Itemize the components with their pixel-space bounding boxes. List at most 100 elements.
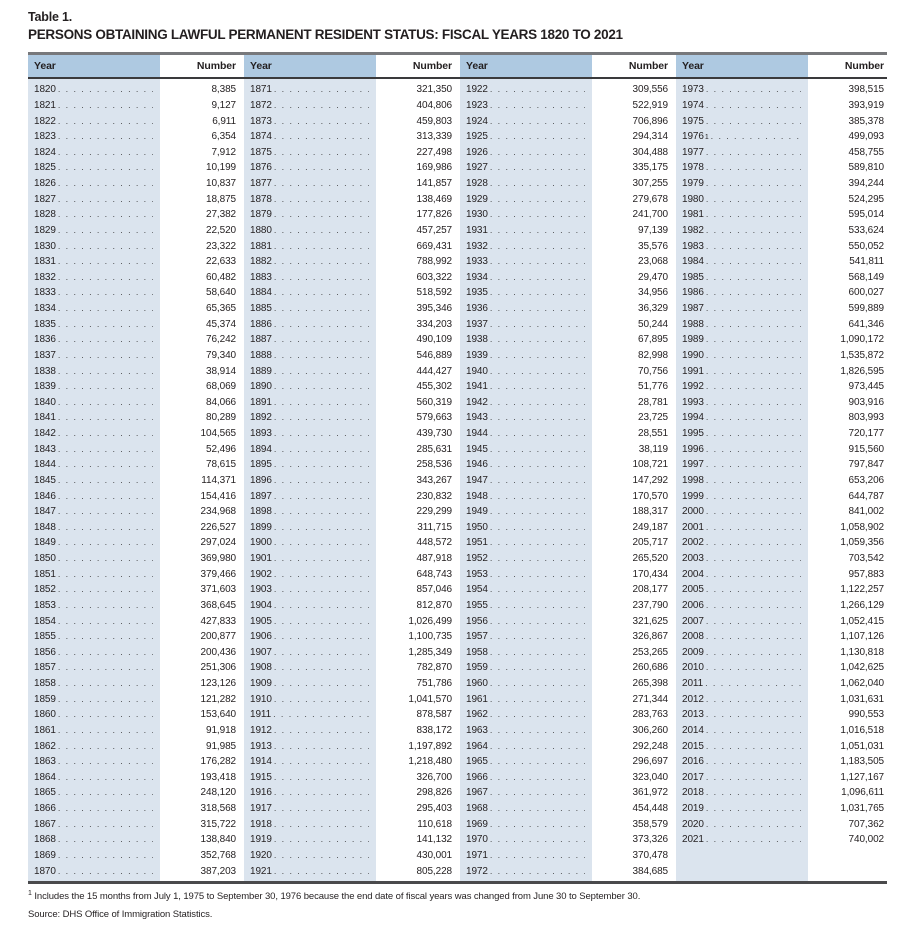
number-cell: 669,431 xyxy=(416,240,453,252)
number-cell: 110,618 xyxy=(417,818,452,830)
table-row: 1973 398,515 xyxy=(676,82,887,98)
number-cell: 315,722 xyxy=(200,818,237,830)
year-cell: 1954 xyxy=(460,584,592,595)
table-row: 1941 51,776 xyxy=(460,379,671,395)
page-title: PERSONS OBTAINING LAWFUL PERMANENT RESID… xyxy=(28,27,623,42)
footnote-text: Includes the 15 months from July 1, 1975… xyxy=(34,891,641,903)
dot-leader xyxy=(706,319,801,329)
dot-leader xyxy=(490,803,585,813)
table-row: 1836 76,242 xyxy=(28,332,239,348)
number-cell: 600,027 xyxy=(848,287,885,299)
number-cell: 200,877 xyxy=(200,631,237,643)
number-cell: 1,266,129 xyxy=(840,599,884,611)
table-row: 1822 6,911 xyxy=(28,113,239,129)
table-row: 1892 579,663 xyxy=(244,410,455,426)
dot-leader xyxy=(706,662,801,672)
table-row: 1918 110,618 xyxy=(244,816,455,832)
dot-leader xyxy=(274,491,369,501)
year-cell: 1848 xyxy=(28,522,160,533)
year-cell: 1969 xyxy=(460,819,592,830)
number-cell: 29,470 xyxy=(638,271,668,283)
number-cell: 200,436 xyxy=(200,646,237,658)
table-row: 1905 1,026,499 xyxy=(244,613,455,629)
year-cell: 1912 xyxy=(244,725,376,736)
number-cell: 188,317 xyxy=(632,506,669,518)
column-group-1922-1972: 1922 309,556 1923 522,919 1924 706,896 1925 294… xyxy=(460,79,671,881)
year-cell: 1905 xyxy=(244,616,376,627)
dot-leader xyxy=(490,116,585,126)
year-cell: 1913 xyxy=(244,741,376,752)
dot-leader xyxy=(706,287,801,297)
year-cell: 1824 xyxy=(28,147,160,158)
table-row: 1825 10,199 xyxy=(28,160,239,176)
dot-leader xyxy=(706,725,801,735)
year-cell: 1998 xyxy=(676,475,808,486)
dot-leader xyxy=(706,444,801,454)
year-cell: 1972 xyxy=(460,866,592,877)
dot-leader xyxy=(58,319,153,329)
data-table: Year Number Year Number Year Number Year… xyxy=(28,52,887,884)
table-row: 1907 1,285,349 xyxy=(244,645,455,661)
year-cell: 1923 xyxy=(460,100,592,111)
number-cell: 384,685 xyxy=(632,865,669,877)
table-row: 1946 108,721 xyxy=(460,457,671,473)
dot-leader xyxy=(58,116,153,126)
dot-leader xyxy=(490,194,585,204)
number-cell: 1,096,611 xyxy=(841,787,884,799)
number-cell: 395,346 xyxy=(416,303,453,315)
table-row: 1906 1,100,735 xyxy=(244,629,455,645)
table-row: 1894 285,631 xyxy=(244,441,455,457)
dot-leader xyxy=(274,850,369,860)
dot-leader xyxy=(274,366,369,376)
year-cell: 1855 xyxy=(28,631,160,642)
dot-leader xyxy=(490,84,585,94)
table-row: 2007 1,052,415 xyxy=(676,613,887,629)
number-cell: 1,041,570 xyxy=(408,693,452,705)
table-row: 1958 253,265 xyxy=(460,645,671,661)
dot-leader xyxy=(58,397,153,407)
dot-leader xyxy=(706,412,801,422)
dot-leader xyxy=(274,100,369,110)
table-row: 1852 371,603 xyxy=(28,582,239,598)
table-row: 1896 343,267 xyxy=(244,473,455,489)
number-cell: 595,014 xyxy=(848,209,885,221)
table-row: 1917 295,403 xyxy=(244,801,455,817)
number-cell: 915,560 xyxy=(848,443,885,455)
number-cell: 9,127 xyxy=(211,99,236,111)
table-row: 1889 444,427 xyxy=(244,363,455,379)
dot-leader xyxy=(274,303,369,313)
number-cell: 138,469 xyxy=(416,193,453,205)
dot-leader xyxy=(490,709,585,719)
number-cell: 990,553 xyxy=(848,709,885,721)
number-cell: 1,090,172 xyxy=(840,334,884,346)
year-cell: 1960 xyxy=(460,678,592,689)
table-row: 1893 439,730 xyxy=(244,426,455,442)
year-cell: 1898 xyxy=(244,506,376,517)
dot-leader xyxy=(274,819,369,829)
table-row: 1934 29,470 xyxy=(460,270,671,286)
year-cell: 1868 xyxy=(28,834,160,845)
dot-leader xyxy=(490,272,585,282)
dot-leader xyxy=(490,131,585,141)
year-cell: 1900 xyxy=(244,537,376,548)
year-cell: 2002 xyxy=(676,537,808,548)
dot-leader xyxy=(58,787,153,797)
number-cell: 326,700 xyxy=(416,771,453,783)
table-row: 1996 915,560 xyxy=(676,441,887,457)
number-cell: 18,875 xyxy=(206,193,236,205)
year-cell: 1943 xyxy=(460,412,592,423)
year-cell: 1916 xyxy=(244,787,376,798)
year-cell: 1963 xyxy=(460,725,592,736)
table-row: 1873 459,803 xyxy=(244,113,455,129)
year-cell: 1952 xyxy=(460,553,592,564)
dot-leader xyxy=(706,475,801,485)
table-row: 1911 878,587 xyxy=(244,707,455,723)
number-cell: 541,811 xyxy=(849,256,884,268)
table-row: 1841 80,289 xyxy=(28,410,239,426)
table-row: 1827 18,875 xyxy=(28,191,239,207)
table-row: 1881 669,431 xyxy=(244,238,455,254)
dot-leader xyxy=(490,569,585,579)
number-cell: 439,730 xyxy=(416,428,453,440)
table-row: 1981 595,014 xyxy=(676,207,887,223)
year-cell: 1955 xyxy=(460,600,592,611)
